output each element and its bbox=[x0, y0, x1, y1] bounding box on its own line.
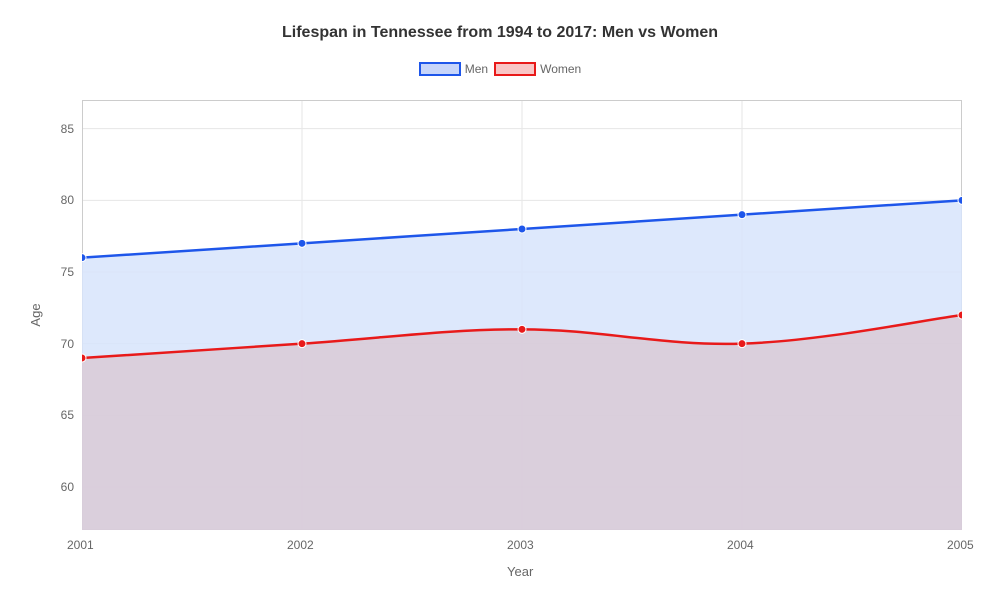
legend-item-women[interactable]: Women bbox=[494, 62, 581, 76]
y-tick-label: 75 bbox=[61, 265, 74, 279]
x-tick-label: 2005 bbox=[947, 538, 974, 552]
y-tick-label: 60 bbox=[61, 480, 74, 494]
x-tick-label: 2004 bbox=[727, 538, 754, 552]
y-tick-label: 70 bbox=[61, 337, 74, 351]
legend-swatch-icon bbox=[419, 62, 461, 76]
x-tick-label: 2001 bbox=[67, 538, 94, 552]
plot-area bbox=[82, 100, 962, 530]
legend-label: Women bbox=[540, 62, 581, 76]
legend-swatch-icon bbox=[494, 62, 536, 76]
y-axis-label: Age bbox=[28, 303, 43, 326]
x-tick-label: 2003 bbox=[507, 538, 534, 552]
legend-label: Men bbox=[465, 62, 488, 76]
y-tick-label: 80 bbox=[61, 193, 74, 207]
x-axis-label: Year bbox=[507, 564, 533, 579]
y-tick-label: 65 bbox=[61, 408, 74, 422]
x-tick-label: 2002 bbox=[287, 538, 314, 552]
legend: Men Women bbox=[0, 62, 1000, 76]
legend-item-men[interactable]: Men bbox=[419, 62, 488, 76]
chart-container: Lifespan in Tennessee from 1994 to 2017:… bbox=[0, 0, 1000, 600]
chart-title: Lifespan in Tennessee from 1994 to 2017:… bbox=[0, 24, 1000, 42]
chart-svg bbox=[82, 100, 962, 530]
y-tick-label: 85 bbox=[61, 122, 74, 136]
